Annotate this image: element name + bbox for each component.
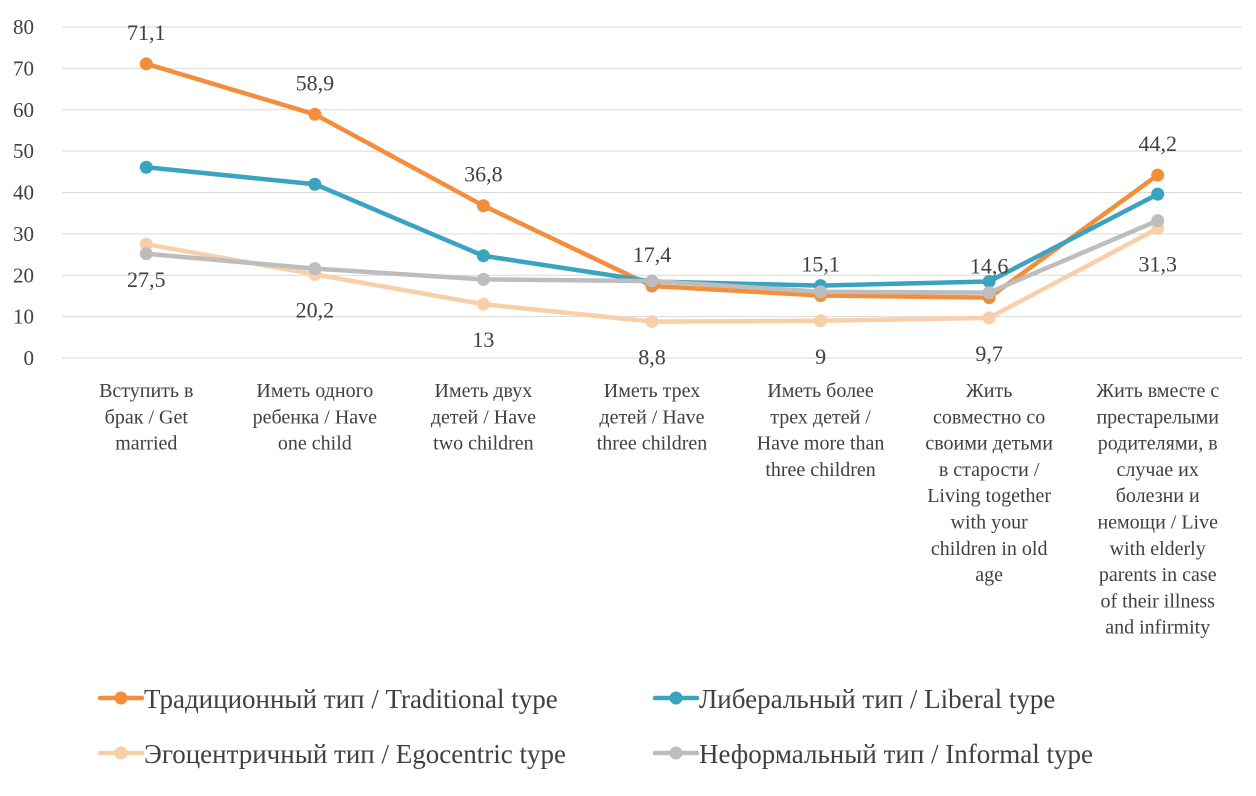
data-point-s3-5 [814, 314, 828, 328]
y-tick-label-20: 20 [13, 263, 34, 287]
y-tick-label-80: 80 [13, 15, 34, 39]
x-tick-label-4: Иметь трех [604, 380, 700, 402]
data-point-s1-3 [476, 199, 490, 213]
data-label-traditional-1: 71,1 [127, 20, 166, 45]
y-tick-label-60: 60 [13, 98, 34, 122]
data-point-s3-3 [476, 297, 490, 311]
x-tick-label-3: детей / Have [431, 406, 536, 428]
legend-marker-1 [114, 691, 128, 705]
data-point-s1-7 [1151, 168, 1165, 182]
data-label-egocentric-4: 8,8 [638, 345, 666, 370]
data-point-s4-6 [982, 286, 996, 300]
data-label-egocentric-7: 31,3 [1138, 251, 1177, 276]
x-tick-label-1: married [115, 433, 177, 455]
x-tick-label-6: совместно со [933, 406, 1045, 428]
data-point-s4-5 [814, 285, 828, 299]
x-tick-label-6: своими детьми [925, 433, 1053, 455]
data-point-s4-7 [1151, 214, 1165, 228]
data-point-s4-2 [308, 262, 322, 276]
x-tick-label-1: брак / Get [105, 406, 189, 428]
y-tick-label-40: 40 [13, 181, 34, 205]
x-tick-label-7: Жить вместе с [1096, 380, 1219, 402]
x-tick-label-5: Have more than [757, 433, 885, 455]
x-tick-label-7: and infirmity [1105, 617, 1210, 639]
data-point-s2-7 [1151, 187, 1165, 201]
legend-label-2: Либеральный тип / Liberal type [699, 684, 1055, 714]
data-point-s1-1 [139, 57, 153, 71]
x-tick-label-7: болезни и [1116, 485, 1200, 507]
data-point-s2-6 [982, 274, 996, 288]
x-tick-label-6: в старости / [939, 459, 1040, 481]
data-point-s4-4 [645, 274, 659, 288]
data-label-egocentric-5: 9 [815, 344, 826, 369]
x-tick-label-7: with elderly [1110, 538, 1206, 560]
x-tick-label-7: of their illness [1100, 590, 1215, 612]
x-tick-label-2: Иметь одного [256, 380, 373, 402]
data-point-s3-4 [645, 315, 659, 329]
data-label-traditional-3: 36,8 [464, 162, 503, 187]
data-label-egocentric-6: 9,7 [975, 341, 1003, 366]
data-label-traditional-6: 14,6 [970, 254, 1009, 279]
x-tick-label-6: Жить [966, 380, 1012, 402]
y-tick-label-0: 0 [24, 346, 35, 370]
data-point-s2-2 [308, 177, 322, 191]
x-tick-label-3: Иметь двух [435, 380, 533, 402]
data-label-egocentric-3: 13 [472, 327, 494, 352]
data-label-traditional-4: 17,4 [633, 242, 672, 267]
y-tick-label-10: 10 [13, 305, 34, 329]
data-point-s3-1 [139, 237, 153, 251]
x-tick-label-4: three children [597, 433, 708, 455]
legend-label-1: Традиционный тип / Traditional type [144, 684, 558, 714]
data-label-egocentric-2: 20,2 [296, 297, 335, 322]
x-tick-label-7: немощи / Live [1097, 512, 1218, 534]
x-tick-label-7: parents in case [1099, 564, 1217, 586]
x-tick-label-6: with your [951, 512, 1029, 534]
legend-marker-4 [669, 746, 683, 760]
data-label-egocentric-1: 27,5 [127, 267, 166, 292]
data-label-traditional-5: 15,1 [801, 252, 840, 277]
x-tick-label-7: случае их [1117, 459, 1199, 481]
x-tick-label-6: Living together [927, 485, 1051, 507]
x-tick-label-6: children in old [931, 538, 1048, 560]
x-tick-label-1: Вступить в [99, 380, 193, 402]
legend-label-3: Эгоцентричный тип / Egocentric type [144, 739, 566, 769]
x-tick-label-6: age [975, 564, 1003, 586]
x-tick-label-5: трех детей / [770, 406, 871, 428]
data-point-s4-3 [476, 272, 490, 286]
y-tick-label-50: 50 [13, 139, 34, 163]
y-tick-label-30: 30 [13, 222, 34, 246]
data-label-traditional-7: 44,2 [1138, 131, 1177, 156]
x-tick-label-2: ребенка / Have [253, 406, 378, 428]
legend-label-4: Неформальный тип / Informal type [699, 739, 1093, 769]
x-tick-label-5: Иметь более [767, 380, 874, 402]
x-tick-label-2: one child [278, 433, 352, 455]
data-point-s2-3 [476, 249, 490, 263]
data-point-s1-2 [308, 107, 322, 121]
legend-marker-3 [114, 746, 128, 760]
y-tick-label-70: 70 [13, 56, 34, 80]
data-point-s2-1 [139, 160, 153, 174]
data-label-traditional-2: 58,9 [296, 70, 335, 95]
data-point-s4-1 [139, 247, 153, 261]
data-point-s3-6 [982, 311, 996, 325]
x-tick-label-4: детей / Have [599, 406, 704, 428]
x-tick-label-7: родителями, в [1098, 433, 1218, 455]
x-tick-label-3: two children [433, 433, 534, 455]
x-tick-label-5: three children [765, 459, 876, 481]
legend-marker-2 [669, 691, 683, 705]
x-tick-label-7: престарелыми [1096, 406, 1219, 428]
